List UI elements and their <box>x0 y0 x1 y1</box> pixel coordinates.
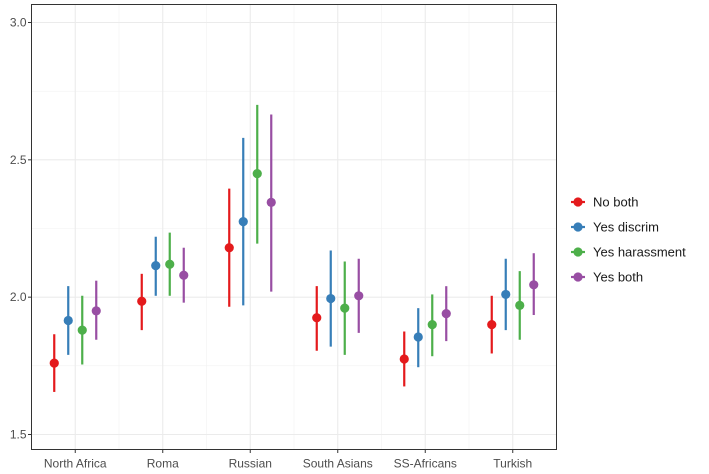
legend-label: Yes both <box>593 270 643 285</box>
data-point <box>326 293 336 304</box>
data-point <box>427 320 437 330</box>
data-point <box>63 315 73 326</box>
data-point <box>165 259 175 269</box>
y-axis: 1.5 2.0 2.5 3.0 <box>10 16 32 442</box>
legend-key-point <box>573 222 583 232</box>
legend-key-point <box>573 272 583 282</box>
data-point <box>49 358 59 368</box>
legend-key-point <box>573 197 583 207</box>
data-point <box>266 197 276 208</box>
data-point <box>77 325 87 335</box>
data-point <box>252 168 262 179</box>
x-tick-label: Turkish <box>493 457 532 471</box>
data-point <box>224 243 234 253</box>
data-point <box>501 289 511 300</box>
data-point <box>151 260 161 271</box>
x-tick-label: Russian <box>229 457 272 471</box>
legend-label: No both <box>593 195 639 210</box>
data-point <box>354 291 364 301</box>
y-tick-label: 2.5 <box>10 153 27 167</box>
data-point <box>487 320 497 330</box>
y-tick-label: 2.0 <box>10 290 27 304</box>
data-point <box>413 332 423 342</box>
data-marks <box>49 104 539 392</box>
data-point <box>529 280 539 290</box>
legend-key-point <box>573 247 583 257</box>
data-point <box>399 354 409 364</box>
y-tick-label: 1.5 <box>10 428 27 442</box>
plot-panel-border <box>31 4 557 450</box>
data-point <box>441 309 451 319</box>
x-axis: North Africa Roma Russian South Asians SS-Af… <box>44 449 532 471</box>
grid-lines <box>31 4 557 450</box>
data-point <box>179 270 189 280</box>
x-tick-label: South Asians <box>303 457 373 471</box>
x-tick-label: SS-Africans <box>394 457 457 471</box>
data-point <box>515 300 525 311</box>
legend-label: Yes discrim <box>593 220 659 235</box>
x-tick-label: North Africa <box>44 457 107 471</box>
x-tick-label: Roma <box>147 457 179 471</box>
y-tick-label: 3.0 <box>10 16 27 30</box>
data-point <box>137 296 147 306</box>
data-point <box>312 313 322 323</box>
data-point <box>238 217 248 227</box>
data-point <box>340 303 350 313</box>
legend-label: Yes harassment <box>593 245 686 260</box>
legend: No both Yes discrim Yes harassment Yes both <box>571 195 686 285</box>
data-point <box>91 306 101 316</box>
